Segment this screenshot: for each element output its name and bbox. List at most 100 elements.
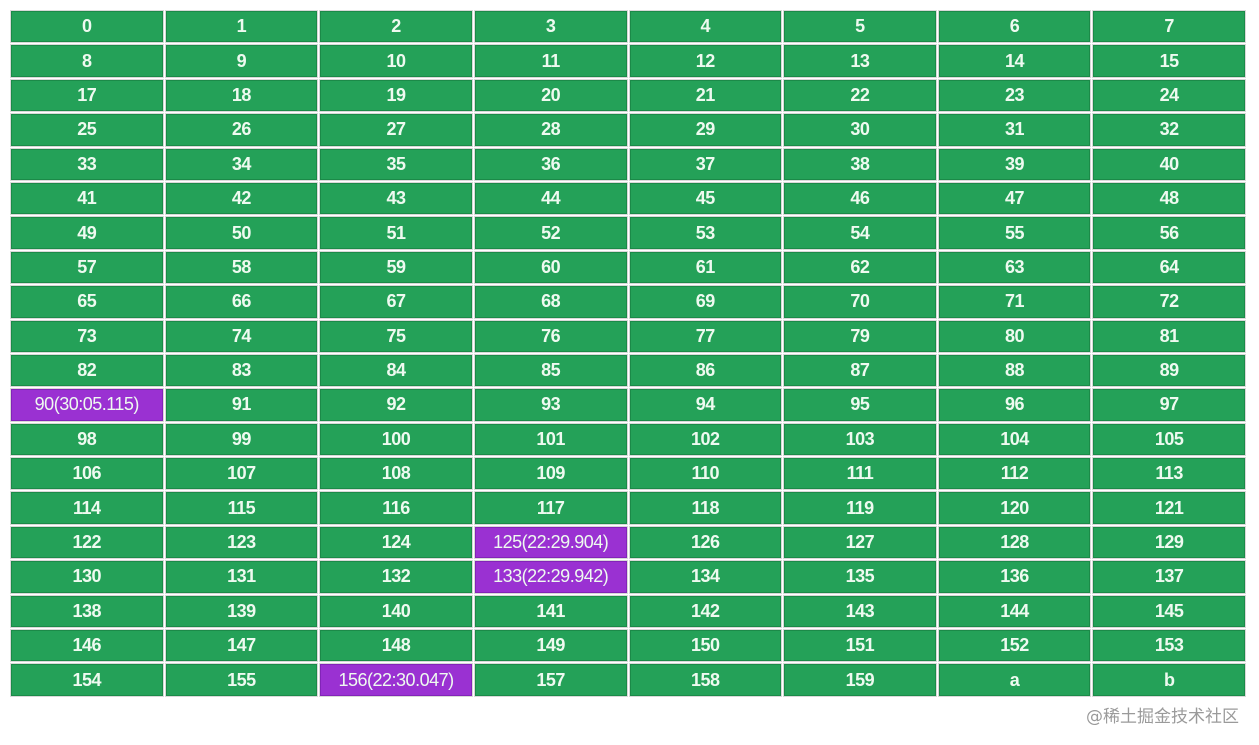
grid-cell[interactable]: 115 — [165, 492, 318, 524]
grid-cell[interactable]: 14 — [938, 45, 1091, 77]
grid-cell[interactable]: 58 — [165, 251, 318, 284]
grid-cell[interactable]: 40 — [1093, 148, 1245, 180]
grid-cell[interactable]: 42 — [165, 182, 318, 215]
grid-cell[interactable]: 48 — [1093, 182, 1245, 215]
grid-cell[interactable]: 95 — [784, 389, 936, 421]
grid-cell[interactable]: 73 — [11, 320, 163, 352]
grid-cell[interactable]: 4 — [629, 11, 782, 43]
grid-cell[interactable]: 22 — [784, 79, 936, 112]
grid-cell[interactable]: 151 — [784, 630, 936, 662]
grid-cell[interactable]: 117 — [474, 492, 627, 524]
grid-cell[interactable]: 88 — [938, 354, 1091, 387]
grid-cell[interactable]: 139 — [165, 595, 318, 628]
grid-cell[interactable]: 89 — [1093, 354, 1245, 387]
grid-cell[interactable]: 145 — [1093, 595, 1245, 628]
grid-cell[interactable]: 104 — [938, 423, 1091, 456]
grid-cell[interactable]: 47 — [938, 182, 1091, 215]
grid-cell[interactable]: 43 — [320, 182, 472, 215]
grid-cell[interactable]: 60 — [474, 251, 627, 284]
grid-cell[interactable]: 148 — [320, 630, 472, 662]
grid-cell[interactable]: 121 — [1093, 492, 1245, 524]
grid-cell[interactable]: 137 — [1093, 561, 1245, 593]
grid-cell[interactable]: 30 — [784, 114, 936, 146]
grid-cell[interactable]: 68 — [474, 286, 627, 318]
grid-cell[interactable]: 21 — [629, 79, 782, 112]
grid-cell[interactable]: 33 — [11, 148, 163, 180]
grid-cell[interactable]: 37 — [629, 148, 782, 180]
grid-cell[interactable]: 107 — [165, 458, 318, 490]
grid-cell[interactable]: 2 — [320, 11, 472, 43]
grid-cell[interactable]: 113 — [1093, 458, 1245, 490]
grid-cell[interactable]: 52 — [474, 217, 627, 249]
grid-cell[interactable]: 105 — [1093, 423, 1245, 456]
grid-cell[interactable]: 92 — [320, 389, 472, 421]
grid-cell-highlighted[interactable]: 133(22:29.942) — [474, 561, 627, 593]
grid-cell[interactable]: 131 — [165, 561, 318, 593]
grid-cell[interactable]: 111 — [784, 458, 936, 490]
grid-cell[interactable]: 120 — [938, 492, 1091, 524]
grid-cell[interactable]: 54 — [784, 217, 936, 249]
grid-cell[interactable]: 129 — [1093, 526, 1245, 559]
grid-cell[interactable]: 124 — [320, 526, 472, 559]
grid-cell[interactable]: 119 — [784, 492, 936, 524]
grid-cell[interactable]: 65 — [11, 286, 163, 318]
grid-cell[interactable]: 15 — [1093, 45, 1245, 77]
grid-cell[interactable]: 116 — [320, 492, 472, 524]
grid-cell[interactable]: 23 — [938, 79, 1091, 112]
grid-cell[interactable]: 118 — [629, 492, 782, 524]
grid-cell[interactable]: 152 — [938, 630, 1091, 662]
grid-cell[interactable]: 38 — [784, 148, 936, 180]
grid-cell[interactable]: 109 — [474, 458, 627, 490]
grid-cell[interactable]: 91 — [165, 389, 318, 421]
grid-cell[interactable]: 76 — [474, 320, 627, 352]
grid-cell[interactable]: 44 — [474, 182, 627, 215]
grid-cell[interactable]: 130 — [11, 561, 163, 593]
grid-cell[interactable]: 132 — [320, 561, 472, 593]
grid-cell[interactable]: 56 — [1093, 217, 1245, 249]
grid-cell[interactable]: 141 — [474, 595, 627, 628]
grid-cell[interactable]: 128 — [938, 526, 1091, 559]
grid-cell[interactable]: 122 — [11, 526, 163, 559]
grid-cell[interactable]: 67 — [320, 286, 472, 318]
grid-cell[interactable]: 84 — [320, 354, 472, 387]
grid-cell[interactable]: 19 — [320, 79, 472, 112]
grid-cell[interactable]: 72 — [1093, 286, 1245, 318]
grid-cell[interactable]: 123 — [165, 526, 318, 559]
grid-cell[interactable]: 39 — [938, 148, 1091, 180]
grid-cell[interactable]: 61 — [629, 251, 782, 284]
grid-cell[interactable]: 154 — [11, 664, 163, 696]
grid-cell[interactable]: 63 — [938, 251, 1091, 284]
grid-cell[interactable]: 86 — [629, 354, 782, 387]
grid-cell[interactable]: 41 — [11, 182, 163, 215]
grid-cell[interactable]: 114 — [11, 492, 163, 524]
grid-cell[interactable]: 20 — [474, 79, 627, 112]
grid-cell[interactable]: 157 — [474, 664, 627, 696]
grid-cell[interactable]: 99 — [165, 423, 318, 456]
grid-cell[interactable]: 51 — [320, 217, 472, 249]
grid-cell[interactable]: 9 — [165, 45, 318, 77]
grid-cell[interactable]: 80 — [938, 320, 1091, 352]
grid-cell[interactable]: 149 — [474, 630, 627, 662]
grid-cell[interactable]: 18 — [165, 79, 318, 112]
grid-cell[interactable]: 97 — [1093, 389, 1245, 421]
grid-cell[interactable]: 94 — [629, 389, 782, 421]
grid-cell[interactable]: 106 — [11, 458, 163, 490]
grid-cell[interactable]: 70 — [784, 286, 936, 318]
grid-cell[interactable]: 35 — [320, 148, 472, 180]
grid-cell[interactable]: 3 — [474, 11, 627, 43]
grid-cell[interactable]: 126 — [629, 526, 782, 559]
grid-cell[interactable]: 8 — [11, 45, 163, 77]
grid-cell[interactable]: 143 — [784, 595, 936, 628]
grid-cell[interactable]: 100 — [320, 423, 472, 456]
grid-cell[interactable]: 83 — [165, 354, 318, 387]
grid-cell[interactable]: 147 — [165, 630, 318, 662]
grid-cell[interactable]: 136 — [938, 561, 1091, 593]
grid-cell[interactable]: 146 — [11, 630, 163, 662]
grid-cell[interactable]: 11 — [474, 45, 627, 77]
grid-cell[interactable]: 27 — [320, 114, 472, 146]
grid-cell[interactable]: b — [1093, 664, 1245, 696]
grid-cell[interactable]: 1 — [165, 11, 318, 43]
grid-cell[interactable]: 87 — [784, 354, 936, 387]
grid-cell[interactable]: 144 — [938, 595, 1091, 628]
grid-cell[interactable]: 36 — [474, 148, 627, 180]
